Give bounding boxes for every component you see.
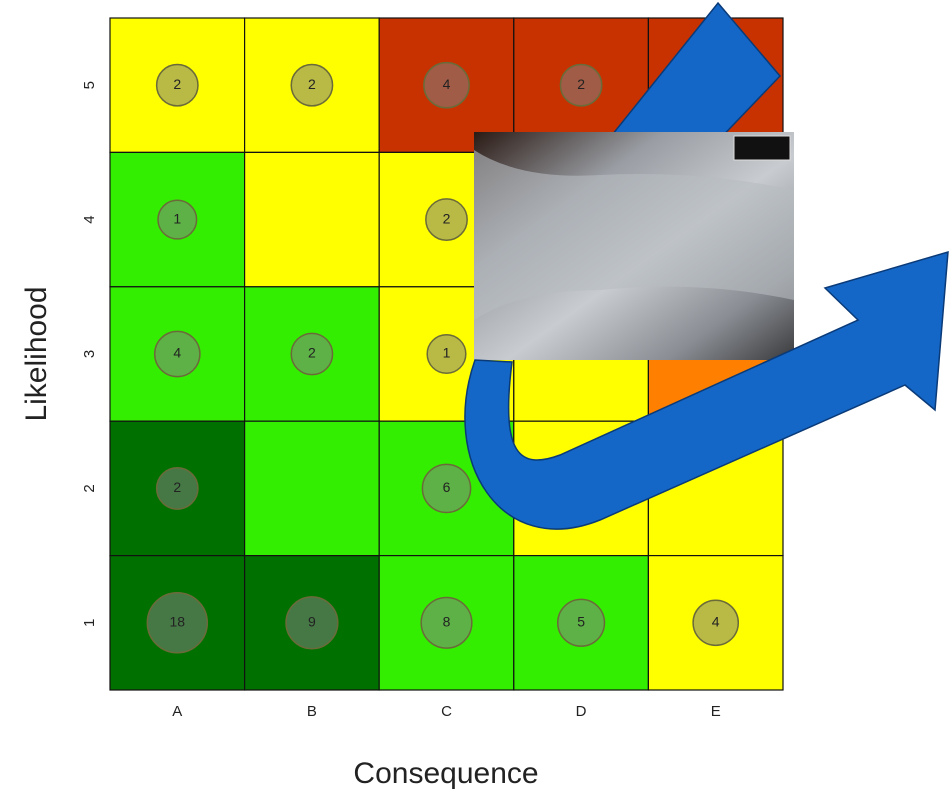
y-label: 2: [81, 484, 98, 492]
count-label: 2: [173, 479, 181, 495]
y-label: 4: [81, 215, 98, 223]
photo-detail: [734, 136, 790, 160]
x-label: A: [172, 703, 182, 720]
x-label: B: [307, 703, 317, 720]
count-label: 2: [173, 76, 181, 92]
cell: [245, 152, 380, 286]
x-title: Consequence: [353, 757, 538, 790]
x-label: D: [576, 703, 587, 720]
count-label: 8: [443, 614, 451, 630]
count-label: 2: [577, 76, 585, 92]
x-label: C: [441, 703, 452, 720]
cell: [245, 421, 380, 555]
x-label: E: [711, 703, 721, 720]
count-label: 2: [308, 345, 316, 361]
count-label: 1: [443, 345, 451, 361]
count-label: 2: [443, 210, 451, 226]
y-label: 1: [81, 619, 98, 627]
count-label: 1: [173, 210, 181, 226]
y-label: 3: [81, 350, 98, 358]
count-label: 4: [173, 345, 181, 361]
count-label: 9: [308, 614, 316, 630]
count-label: 2: [308, 76, 316, 92]
y-label: 5: [81, 81, 98, 89]
count-label: 6: [443, 479, 451, 495]
count-label: 18: [170, 614, 186, 630]
count-label: 4: [443, 76, 451, 92]
risk-matrix: 2 2 4 2 1 2 4 2 1 2 6 18 9 8 5 4 A B C D E 5 4 3 2 1 Consequence L…: [0, 0, 950, 802]
count-label: 4: [712, 614, 720, 630]
y-title: Likelihood: [20, 286, 53, 421]
count-label: 5: [577, 614, 585, 630]
